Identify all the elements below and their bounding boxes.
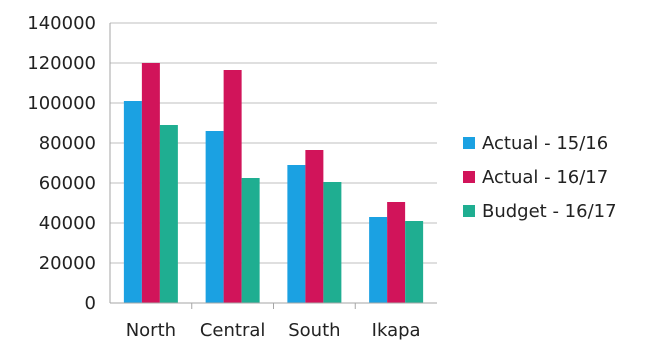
bar-ikapa-series-0 — [369, 217, 388, 303]
legend-label: Actual - 15/16 — [482, 133, 608, 154]
y-tick-label: 120000 — [27, 53, 96, 74]
bar-central-series-0 — [205, 131, 224, 303]
bar-north-series-2 — [159, 125, 178, 303]
y-tick-label: 0 — [85, 293, 96, 314]
y-tick-label: 140000 — [27, 13, 96, 34]
legend-label: Actual - 16/17 — [482, 167, 608, 188]
bar-north-series-0 — [123, 101, 142, 303]
bar-south-series-0 — [287, 165, 306, 303]
bar-south-series-2 — [323, 182, 342, 303]
bar-ikapa-series-1 — [387, 202, 406, 303]
bar-central-series-2 — [241, 178, 260, 303]
x-axis-ticks: North Central South Ikapa — [126, 303, 421, 341]
y-tick-label: 40000 — [39, 213, 96, 234]
bar-north-series-1 — [141, 63, 160, 303]
y-tick-label: 100000 — [27, 93, 96, 114]
x-tick-label: Ikapa — [372, 320, 421, 341]
y-tick-label: 60000 — [39, 173, 96, 194]
bar-south-series-1 — [305, 150, 324, 303]
legend-label: Budget - 16/17 — [482, 201, 617, 222]
y-axis-ticks: 0 20000 40000 60000 80000 100000 120000 140000 — [27, 13, 96, 314]
legend-swatch — [463, 171, 475, 183]
x-tick-label: Central — [200, 320, 266, 341]
bars — [123, 63, 424, 303]
legend-swatch — [463, 137, 475, 149]
bar-central-series-1 — [223, 70, 242, 303]
legend-swatch — [463, 205, 475, 217]
legend: Actual - 15/16 Actual - 16/17 Budget - 16/… — [463, 133, 617, 222]
x-tick-label: North — [126, 320, 176, 341]
bar-ikapa-series-2 — [405, 221, 424, 303]
x-tick-label: South — [288, 320, 340, 341]
y-tick-label: 80000 — [39, 133, 96, 154]
y-tick-label: 20000 — [39, 253, 96, 274]
